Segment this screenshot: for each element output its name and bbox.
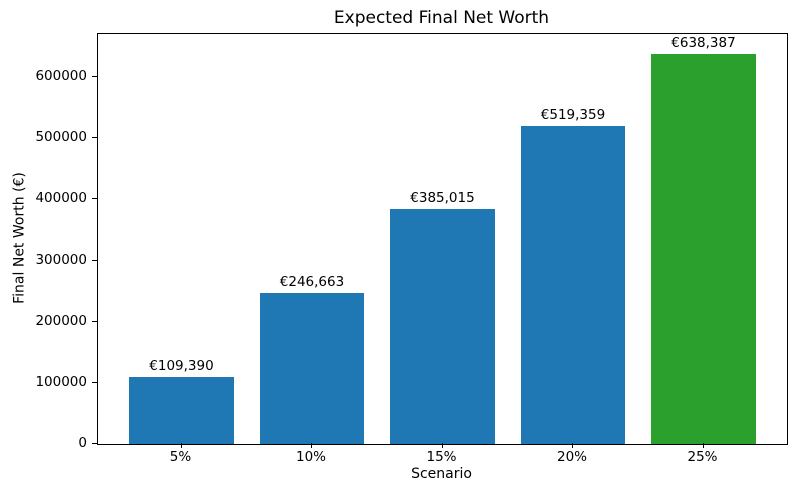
x-tick-mark [572,443,573,448]
x-tick-mark [441,443,443,448]
x-tick-mark [180,443,182,448]
bar-value-label: €246,663 [279,274,345,291]
x-axis-label: Scenario [411,466,472,482]
bar-25% [651,53,756,444]
bar-10% [259,293,365,444]
y-tick-mark [92,76,97,77]
x-tick-mark [311,443,312,448]
x-tick-label: 5% [169,449,192,465]
bar-value-label: €385,015 [410,189,475,206]
y-tick-mark [92,137,97,139]
y-tick-label: 300000 [35,251,87,268]
y-tick-mark [92,381,97,383]
y-tick-label: 200000 [35,312,87,329]
y-tick-mark [92,198,97,200]
x-tick-label: 25% [687,449,718,465]
y-tick-label: 400000 [35,190,87,207]
y-tick-mark [92,443,97,444]
x-tick-label: 20% [556,449,587,465]
y-tick-mark [92,259,97,261]
bar-20% [520,126,626,444]
x-tick-label: 15% [426,449,457,465]
y-tick-label: 600000 [35,68,87,84]
y-tick-label: 100000 [35,373,87,390]
y-tick-label: 0 [78,435,87,451]
y-tick-label: 500000 [35,129,87,146]
bar-5% [129,377,234,444]
bar-value-label: €109,390 [149,358,214,375]
y-tick-mark [92,320,97,322]
bar-value-label: €519,359 [540,107,606,124]
x-tick-label: 10% [295,449,326,465]
plot-area: €109,390 €246,663 €385,015 €519,359 €638,387 [97,33,788,445]
bar-15% [390,208,495,444]
chart-title: Expected Final Net Worth [333,8,550,28]
x-tick-mark [702,443,704,448]
bar-value-label: €638,387 [671,34,736,51]
